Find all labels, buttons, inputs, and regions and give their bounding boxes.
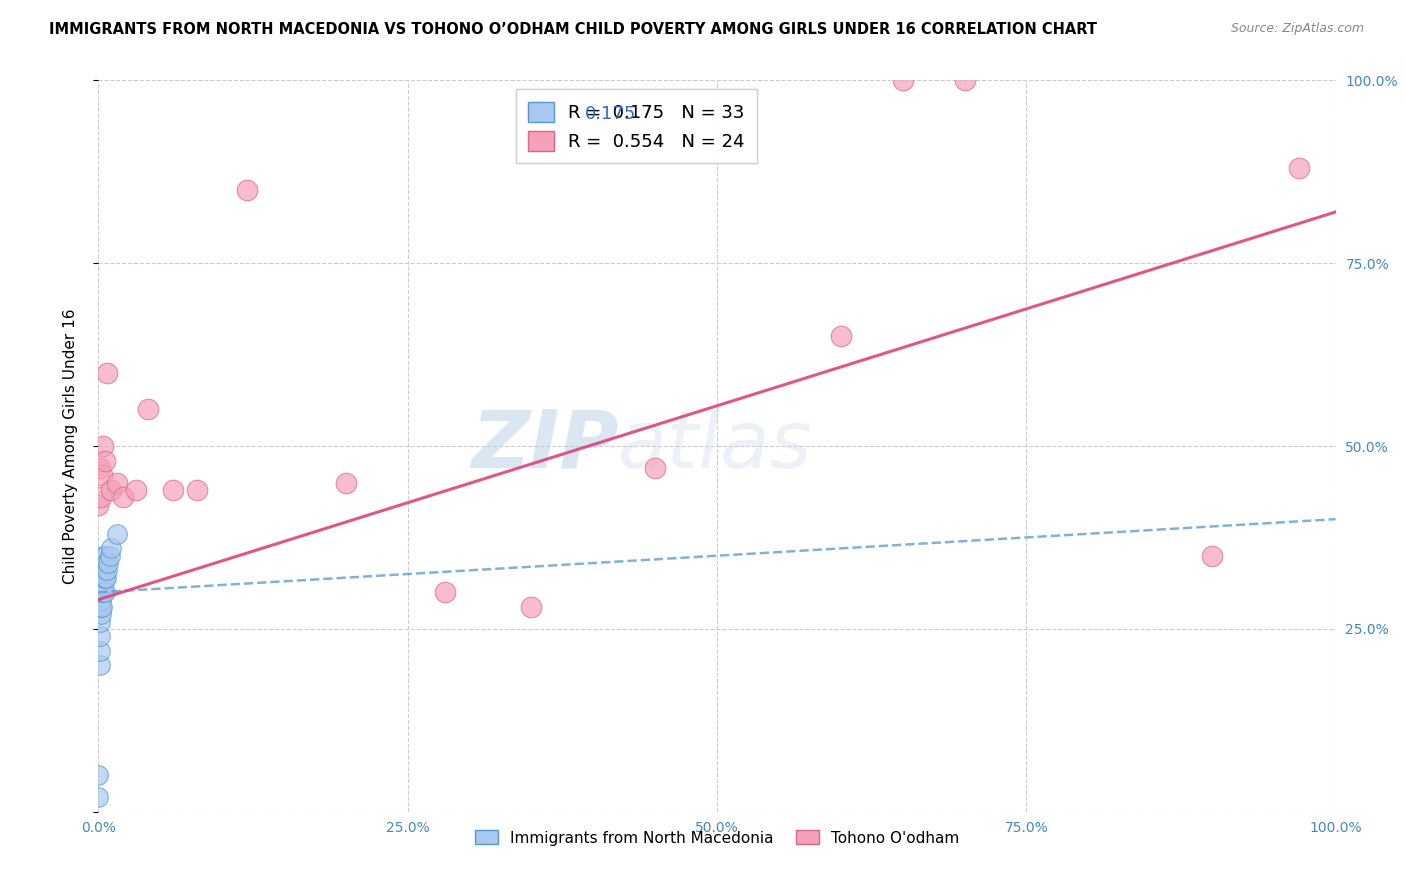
Point [91,571,114,585]
Point [89,629,111,643]
Point [1288,161,1310,175]
Point [1201,549,1223,563]
Point [98,549,121,563]
Point [93,571,115,585]
Text: atlas: atlas [619,407,813,485]
Point [91,563,114,577]
Point [91,556,114,570]
Text: 0.175: 0.175 [585,104,637,122]
Point [90,599,112,614]
Point [87,768,110,782]
Point [891,73,914,87]
Point [162,483,184,497]
Point [89,658,111,673]
Point [91,578,114,592]
Point [100,483,122,497]
Legend: Immigrants from North Macedonia, Tohono O'odham: Immigrants from North Macedonia, Tohono … [468,824,966,852]
Point [93,563,115,577]
Point [335,475,357,490]
Point [93,578,115,592]
Point [89,644,111,658]
Point [90,578,112,592]
Point [93,563,115,577]
Point [433,585,456,599]
Point [236,183,259,197]
Point [644,461,666,475]
Point [94,571,117,585]
Point [91,599,114,614]
Point [93,571,115,585]
Point [87,498,110,512]
Point [90,585,112,599]
Point [90,607,112,622]
Point [93,453,115,467]
Point [94,556,117,570]
Text: Source: ZipAtlas.com: Source: ZipAtlas.com [1230,22,1364,36]
Point [93,585,115,599]
Point [93,439,115,453]
Point [100,541,122,556]
Point [89,615,111,629]
Point [96,366,118,380]
Point [112,490,135,504]
Point [124,483,146,497]
Y-axis label: Child Poverty Among Girls Under 16: Child Poverty Among Girls Under 16 [63,309,77,583]
Point [186,483,208,497]
Point [97,556,120,570]
Point [89,461,111,475]
Point [90,490,112,504]
Text: IMMIGRANTS FROM NORTH MACEDONIA VS TOHONO O’ODHAM CHILD POVERTY AMONG GIRLS UNDE: IMMIGRANTS FROM NORTH MACEDONIA VS TOHON… [49,22,1097,37]
Point [105,475,128,490]
Point [953,73,976,87]
Point [136,402,159,417]
Point [93,585,115,599]
Text: ZIP: ZIP [471,407,619,485]
Point [90,592,112,607]
Point [91,468,114,483]
Point [93,549,115,563]
Point [520,599,543,614]
Point [96,563,118,577]
Point [830,329,852,343]
Point [91,585,114,599]
Point [87,790,110,805]
Point [93,549,115,563]
Point [105,526,128,541]
